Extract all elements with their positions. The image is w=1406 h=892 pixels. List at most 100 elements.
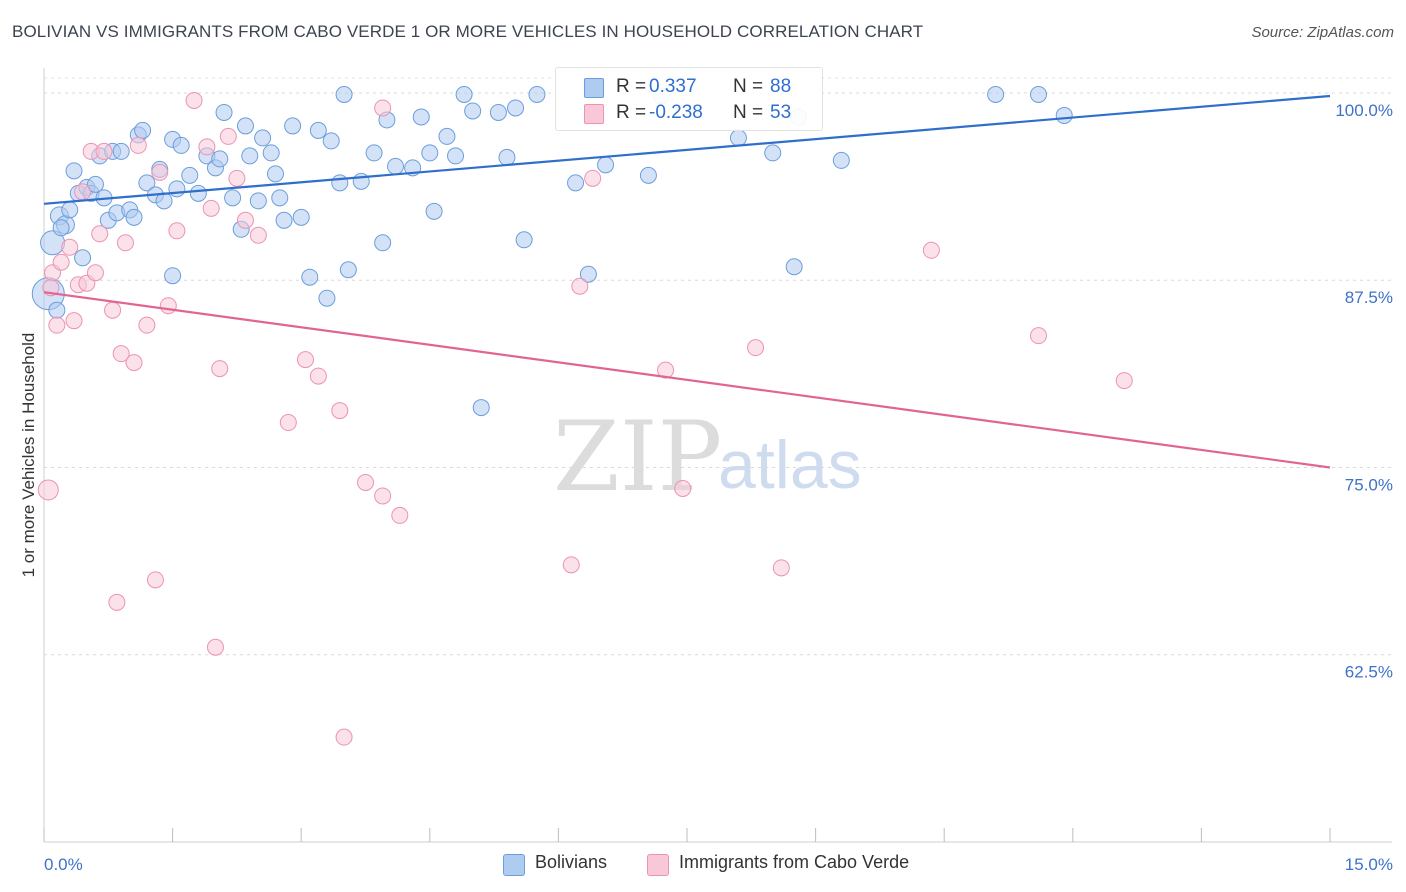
cabo-verde-point[interactable] xyxy=(331,402,349,420)
bolivian-point[interactable] xyxy=(254,129,272,147)
bolivian-point[interactable] xyxy=(271,189,289,207)
cabo-verde-point[interactable] xyxy=(236,211,254,229)
bolivian-point[interactable] xyxy=(211,150,229,168)
bolivian-point[interactable] xyxy=(729,129,747,147)
bolivian-point[interactable] xyxy=(987,85,1005,103)
bolivian-point[interactable] xyxy=(425,202,443,220)
cabo-verde-point[interactable] xyxy=(206,638,224,656)
cabo-verde-point[interactable] xyxy=(562,556,580,574)
cabo-verde-point[interactable] xyxy=(747,339,765,357)
bolivian-point[interactable] xyxy=(224,189,242,207)
cabo-verde-point[interactable] xyxy=(151,163,169,181)
bolivian-point[interactable] xyxy=(464,102,482,120)
bolivian-point[interactable] xyxy=(374,234,392,252)
bolivian-point[interactable] xyxy=(597,156,615,174)
cabo-verde-point[interactable] xyxy=(48,316,66,334)
bolivian-point[interactable] xyxy=(138,174,156,192)
cabo-verde-point[interactable] xyxy=(584,169,602,187)
cabo-verde-point[interactable] xyxy=(146,571,164,589)
bolivian-point[interactable] xyxy=(785,258,803,276)
cabo-verde-point[interactable] xyxy=(65,312,83,330)
bolivian-point[interactable] xyxy=(309,121,327,139)
bolivian-point[interactable] xyxy=(215,103,233,121)
bolivian-point[interactable] xyxy=(275,211,293,229)
cabo-verde-point[interactable] xyxy=(86,264,104,282)
cabo-verde-point[interactable] xyxy=(219,127,237,145)
cabo-verde-point[interactable] xyxy=(61,238,79,256)
cabo-verde-point[interactable] xyxy=(374,487,392,505)
cabo-verde-point[interactable] xyxy=(74,183,92,201)
cabo-verde-point[interactable] xyxy=(922,241,940,259)
cabo-verde-point[interactable] xyxy=(37,479,59,501)
bolivian-point[interactable] xyxy=(455,85,473,103)
bolivian-point[interactable] xyxy=(249,192,267,210)
bolivian-point[interactable] xyxy=(86,175,104,193)
bolivian-point[interactable] xyxy=(164,267,182,285)
bolivian-point[interactable] xyxy=(318,289,336,307)
bolivian-point[interactable] xyxy=(472,399,490,417)
bolivian-point[interactable] xyxy=(74,249,92,267)
bolivian-point[interactable] xyxy=(365,144,383,162)
bolivian-point[interactable] xyxy=(61,201,79,219)
cabo-verde-point[interactable] xyxy=(112,345,130,363)
bolivian-point[interactable] xyxy=(421,144,439,162)
bolivian-point[interactable] xyxy=(322,132,340,150)
bolivian-point[interactable] xyxy=(579,265,597,283)
cabo-verde-point[interactable] xyxy=(1030,327,1048,345)
bolivian-point[interactable] xyxy=(241,147,259,165)
cabo-verde-point[interactable] xyxy=(249,226,267,244)
bolivian-point[interactable] xyxy=(292,208,310,226)
cabo-verde-point[interactable] xyxy=(125,354,143,372)
bolivian-point[interactable] xyxy=(236,117,254,135)
bolivian-point[interactable] xyxy=(168,180,186,198)
bolivian-point[interactable] xyxy=(125,208,143,226)
bolivian-point[interactable] xyxy=(412,108,430,126)
bolivian-point[interactable] xyxy=(284,117,302,135)
bolivian-point[interactable] xyxy=(447,147,465,165)
bolivian-point[interactable] xyxy=(134,121,152,139)
cabo-verde-point[interactable] xyxy=(374,99,392,117)
bolivian-point[interactable] xyxy=(507,99,525,117)
cabo-verde-point[interactable] xyxy=(772,559,790,577)
bolivian-point[interactable] xyxy=(301,268,319,286)
bolivian-point[interactable] xyxy=(515,231,533,249)
cabo-verde-point[interactable] xyxy=(309,367,327,385)
cabo-verde-point[interactable] xyxy=(198,138,216,156)
bolivian-point[interactable] xyxy=(48,301,66,319)
bolivian-point[interactable] xyxy=(266,165,284,183)
cabo-verde-point[interactable] xyxy=(357,473,374,491)
cabo-verde-point[interactable] xyxy=(228,169,246,187)
bolivian-point[interactable] xyxy=(489,103,507,121)
cabo-verde-point[interactable] xyxy=(138,316,156,334)
cabo-verde-point[interactable] xyxy=(116,234,134,252)
cabo-verde-point[interactable] xyxy=(129,136,147,154)
cabo-verde-point[interactable] xyxy=(335,728,353,746)
bolivian-point[interactable] xyxy=(189,184,207,202)
bolivian-point[interactable] xyxy=(172,136,190,154)
bolivian-point[interactable] xyxy=(181,166,199,184)
bolivian-point[interactable] xyxy=(498,148,516,166)
cabo-verde-point[interactable] xyxy=(108,593,126,611)
bolivian-point[interactable] xyxy=(335,85,353,103)
cabo-verde-point[interactable] xyxy=(168,222,186,240)
cabo-verde-point[interactable] xyxy=(571,277,589,295)
bolivian-point[interactable] xyxy=(528,85,546,103)
bolivian-point[interactable] xyxy=(52,219,70,237)
cabo-verde-point[interactable] xyxy=(657,361,675,379)
cabo-verde-point[interactable] xyxy=(185,91,203,109)
bolivian-point[interactable] xyxy=(112,142,130,160)
cabo-verde-point[interactable] xyxy=(104,301,122,319)
bolivian-point[interactable] xyxy=(1030,85,1048,103)
bolivian-point[interactable] xyxy=(832,151,850,169)
cabo-verde-point[interactable] xyxy=(159,297,177,315)
cabo-verde-point[interactable] xyxy=(211,360,229,378)
bolivian-point[interactable] xyxy=(438,127,456,145)
bolivian-point[interactable] xyxy=(764,144,782,162)
cabo-verde-point[interactable] xyxy=(1115,372,1133,390)
cabo-verde-point[interactable] xyxy=(674,479,692,497)
cabo-verde-point[interactable] xyxy=(52,253,70,271)
bolivian-point[interactable] xyxy=(387,157,405,175)
bolivian-point[interactable] xyxy=(339,261,357,279)
cabo-verde-point[interactable] xyxy=(279,414,297,432)
cabo-verde-point[interactable] xyxy=(91,225,109,243)
